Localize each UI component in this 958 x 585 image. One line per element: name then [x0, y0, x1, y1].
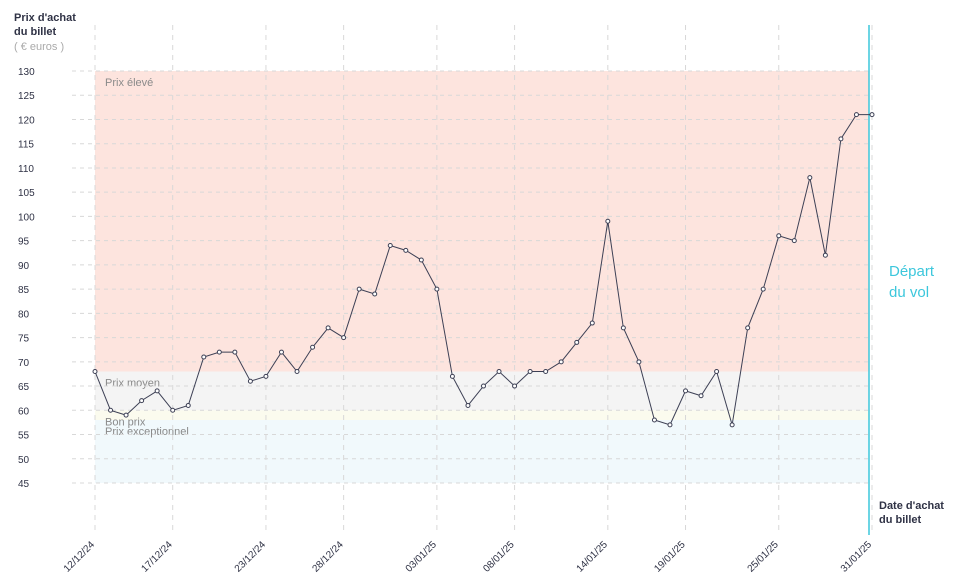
- price-point: [698, 393, 704, 399]
- price-point: [853, 112, 859, 118]
- price-point: [434, 286, 440, 292]
- y-unit: ( € euros ): [14, 41, 65, 53]
- x-tick-label: 28/12/24: [310, 539, 346, 575]
- y-tick-label: 120: [18, 115, 35, 126]
- price-point: [512, 383, 518, 389]
- price-point: [465, 402, 471, 408]
- price-point: [527, 369, 533, 375]
- x-tick-label: 12/12/24: [62, 539, 98, 575]
- y-tick-label: 65: [18, 382, 30, 393]
- y-tick-label: 75: [18, 334, 30, 345]
- price-point: [294, 369, 300, 375]
- price-band: [95, 371, 869, 411]
- y-tick-label: 45: [18, 479, 30, 490]
- price-band: [95, 419, 869, 483]
- x-tick-label: 17/12/24: [140, 539, 176, 575]
- price-point: [729, 422, 735, 428]
- y-tick-label: 95: [18, 237, 30, 248]
- price-point: [651, 417, 657, 423]
- band-label: Prix élevé: [105, 77, 153, 89]
- y-tick-label: 50: [18, 455, 30, 466]
- band-label: Prix moyen: [105, 378, 160, 390]
- annotation: Départ du vol: [889, 263, 935, 301]
- price-point: [387, 242, 393, 248]
- price-point: [543, 369, 549, 375]
- price-point: [776, 233, 782, 239]
- y-tick-label: 90: [18, 261, 30, 272]
- price-point: [558, 359, 564, 365]
- price-point: [154, 388, 160, 394]
- x-tick-label: 08/01/25: [481, 539, 517, 575]
- price-point: [278, 349, 284, 355]
- price-point: [807, 175, 813, 181]
- price-point: [714, 369, 720, 375]
- x-tick-label: 31/01/25: [839, 539, 875, 575]
- price-point: [201, 354, 207, 360]
- price-point: [310, 344, 316, 350]
- price-point: [216, 349, 222, 355]
- price-point: [341, 335, 347, 341]
- price-point: [683, 388, 689, 394]
- price-point: [108, 407, 114, 413]
- price-point: [356, 286, 362, 292]
- x-tick-label: 03/01/25: [404, 539, 440, 575]
- price-band: [95, 71, 869, 372]
- price-point: [92, 369, 98, 375]
- y-tick-label: 130: [18, 67, 35, 78]
- price-point: [574, 339, 580, 345]
- x-tick-label: 25/01/25: [746, 539, 782, 575]
- price-point: [372, 291, 378, 297]
- y-tick-label: 80: [18, 309, 30, 320]
- y-title: Prix d'achat du billet: [14, 12, 76, 38]
- price-point: [449, 373, 455, 379]
- price-point: [403, 247, 409, 253]
- price-point: [589, 320, 595, 326]
- price-point: [325, 325, 331, 331]
- price-point: [170, 407, 176, 413]
- price-point: [481, 383, 486, 389]
- price-point: [838, 136, 844, 142]
- price-point: [636, 359, 642, 365]
- price-point: [496, 369, 502, 375]
- price-point: [791, 238, 797, 244]
- price-point: [232, 349, 238, 355]
- y-tick-label: 105: [18, 188, 35, 199]
- price-point: [263, 373, 269, 379]
- price-band: [95, 410, 869, 420]
- price-point: [745, 325, 751, 331]
- price-point: [247, 378, 253, 384]
- price-point: [620, 325, 626, 331]
- x-tick-label: 23/12/24: [233, 539, 269, 575]
- price-point: [869, 112, 875, 118]
- price-point: [667, 422, 673, 428]
- x-tick-label: 14/01/25: [575, 539, 611, 575]
- y-tick-label: 100: [18, 212, 35, 223]
- band-label: Bon prix: [105, 416, 146, 428]
- y-tick-label: 55: [18, 431, 30, 442]
- y-tick-label: 60: [18, 406, 30, 417]
- price-point: [605, 218, 611, 224]
- price-point: [185, 402, 191, 408]
- price-point: [822, 252, 828, 258]
- price-point: [123, 412, 129, 418]
- x-title: Date d'achat du billet: [879, 500, 944, 526]
- band-label: Prix exceptionnel: [105, 426, 189, 438]
- y-tick-label: 85: [18, 285, 30, 296]
- y-tick-label: 110: [18, 164, 34, 175]
- price-point: [139, 398, 145, 404]
- y-tick-label: 125: [18, 91, 35, 102]
- x-tick-label: 19/01/25: [652, 539, 688, 575]
- y-tick-label: 70: [18, 358, 30, 369]
- price-point: [418, 257, 424, 263]
- y-tick-label: 115: [18, 140, 34, 151]
- price-point: [760, 286, 766, 292]
